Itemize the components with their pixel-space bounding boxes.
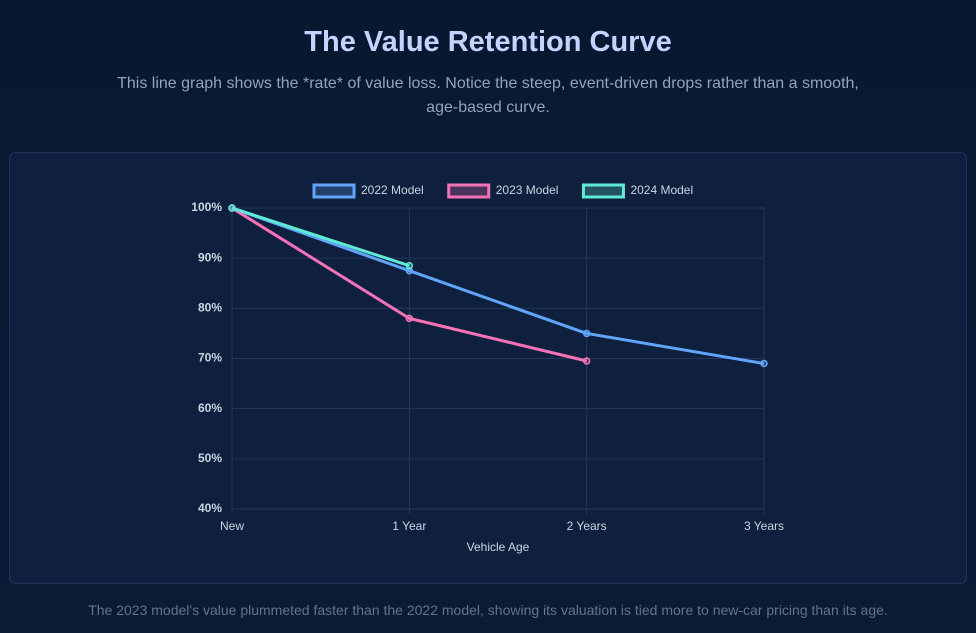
x-tick-label: New <box>220 519 244 533</box>
y-tick-label: 50% <box>198 451 222 465</box>
chart-card <box>9 152 967 584</box>
point <box>582 357 591 365</box>
legend-label: 2022 Model <box>361 183 424 197</box>
subtitle: This line graph shows the *rate* of valu… <box>117 75 859 116</box>
point <box>405 261 414 270</box>
chart: 40% 50% 60% 70% 80% 90% 100% New 1 Year 2 Years 3 … <box>191 183 784 554</box>
series-line <box>231 206 410 268</box>
x-tick-label: 2 Years <box>567 519 607 533</box>
title: The Value Retention Curve <box>304 26 672 58</box>
x-tick-label: 1 Year <box>392 519 426 533</box>
footer-note: The 2023 model's value plummeted faster … <box>88 602 888 618</box>
point <box>760 359 768 368</box>
y-tick-label: 90% <box>198 250 222 264</box>
legend-swatch <box>447 183 491 199</box>
point <box>582 329 591 338</box>
legend-swatch <box>312 183 356 199</box>
x-tick-label: 3 Years <box>744 519 784 533</box>
legend-swatch <box>581 183 625 199</box>
x-axis-label: Vehicle Age <box>467 540 530 554</box>
legend-label: 2024 Model <box>630 183 693 197</box>
point <box>405 266 414 275</box>
series-line <box>231 206 588 363</box>
y-tick-label: 60% <box>198 401 222 415</box>
point <box>228 204 236 212</box>
series-line <box>231 206 765 365</box>
point <box>405 314 414 323</box>
legend-label: 2023 Model <box>496 183 559 197</box>
y-tick-label: 40% <box>198 501 222 515</box>
y-tick-label: 80% <box>198 301 222 315</box>
y-tick-label: 100% <box>191 200 222 214</box>
y-tick-label: 70% <box>198 351 222 365</box>
